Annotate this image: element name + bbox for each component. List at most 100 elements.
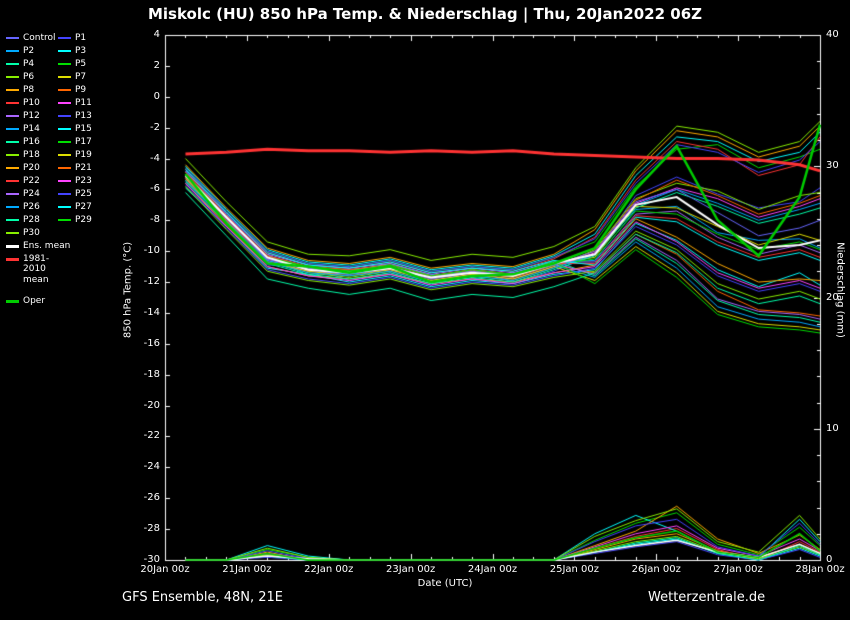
legend-item-p9: P9 bbox=[58, 85, 86, 95]
legend-label: P13 bbox=[75, 111, 92, 121]
legend-label: P26 bbox=[23, 202, 40, 212]
legend-line-swatch bbox=[58, 63, 71, 65]
legend-line-swatch bbox=[58, 115, 71, 117]
x-tick-label: 23Jan 00z bbox=[385, 564, 436, 575]
legend-item-oper: Oper bbox=[6, 296, 45, 306]
legend-line-swatch bbox=[6, 102, 19, 104]
legend-line-swatch bbox=[58, 206, 71, 208]
legend-item-p19: P19 bbox=[58, 150, 92, 160]
legend-item-p24: P24 bbox=[6, 189, 40, 199]
legend-label: P9 bbox=[75, 85, 87, 95]
legend-line-swatch bbox=[6, 180, 19, 182]
y-left-tick-label: -10 bbox=[143, 245, 160, 257]
legend-line-swatch bbox=[58, 37, 71, 39]
legend-item-p22: P22 bbox=[6, 176, 40, 186]
y-left-tick-label: -12 bbox=[143, 276, 160, 288]
page-title: Miskolc (HU) 850 hPa Temp. & Niederschla… bbox=[147, 5, 703, 23]
legend-item-p13: P13 bbox=[58, 111, 92, 121]
legend-label: P19 bbox=[75, 150, 92, 160]
y-right-tick-label: 20 bbox=[826, 291, 839, 303]
legend-item-p4: P4 bbox=[6, 59, 34, 69]
legend-line-swatch bbox=[58, 50, 71, 52]
x-tick-label: 21Jan 00z bbox=[222, 564, 272, 575]
x-tick-label: 25Jan 00z bbox=[549, 564, 600, 575]
legend-item-p7: P7 bbox=[58, 72, 86, 82]
y-left-tick-label: -24 bbox=[143, 461, 160, 473]
y-left-tick-label: -6 bbox=[150, 183, 160, 195]
y-left-tick-label: 4 bbox=[153, 29, 160, 40]
legend-item-p26: P26 bbox=[6, 202, 40, 212]
legend-line-swatch bbox=[6, 206, 19, 208]
y-left-tick-label: -22 bbox=[143, 430, 160, 442]
legend-item-p17: P17 bbox=[58, 137, 92, 147]
legend-item-p27: P27 bbox=[58, 202, 92, 212]
legend-item-p30: P30 bbox=[6, 228, 40, 238]
x-tick-label: 22Jan 00z bbox=[304, 564, 354, 575]
legend-label: P20 bbox=[23, 163, 40, 173]
legend-line-swatch bbox=[6, 154, 19, 156]
legend-line-swatch bbox=[6, 115, 19, 117]
legend-label: P3 bbox=[75, 46, 87, 56]
legend-label: P14 bbox=[23, 124, 40, 134]
legend-label: P1 bbox=[75, 33, 87, 43]
legend-label: P7 bbox=[75, 72, 87, 82]
legend-line-swatch bbox=[6, 219, 19, 221]
legend-label: 1981-2010 mean bbox=[23, 254, 50, 285]
legend-item-p3: P3 bbox=[58, 46, 86, 56]
legend-label: P17 bbox=[75, 137, 92, 147]
legend-label: P2 bbox=[23, 46, 35, 56]
x-tick-label: 26Jan 00z bbox=[631, 564, 681, 575]
footer-model-info: GFS Ensemble, 48N, 21E bbox=[122, 590, 284, 605]
x-tick-label: 27Jan 00z bbox=[713, 564, 763, 575]
footer-brand: Wetterzentrale.de bbox=[648, 590, 766, 605]
legend-item-p18: P18 bbox=[6, 150, 40, 160]
legend-line-swatch bbox=[58, 219, 71, 221]
legend-line-swatch bbox=[6, 258, 19, 261]
legend-item-p11: P11 bbox=[58, 98, 92, 108]
legend-line-swatch bbox=[58, 76, 71, 78]
y-left-tick-label: 2 bbox=[153, 59, 160, 71]
y-left-tick-label: -18 bbox=[143, 368, 160, 380]
legend-label: P30 bbox=[23, 228, 40, 238]
y-left-tick-label: -20 bbox=[143, 399, 160, 411]
legend-item-p5: P5 bbox=[58, 59, 86, 69]
legend-label: P23 bbox=[75, 176, 92, 186]
legend-item-p15: P15 bbox=[58, 124, 92, 134]
y-right-tick-label: 0 bbox=[826, 554, 833, 565]
legend-item-p20: P20 bbox=[6, 163, 40, 173]
legend-item-p16: P16 bbox=[6, 137, 40, 147]
legend-line-swatch bbox=[58, 128, 71, 130]
legend-line-swatch bbox=[6, 300, 19, 303]
legend-label: P22 bbox=[23, 176, 40, 186]
legend-line-swatch bbox=[6, 89, 19, 91]
legend-line-swatch bbox=[58, 180, 71, 182]
legend-label: P5 bbox=[75, 59, 87, 69]
legend-line-swatch bbox=[6, 141, 19, 143]
legend-label: P10 bbox=[23, 98, 40, 108]
legend-item-p6: P6 bbox=[6, 72, 34, 82]
x-tick-label: 28Jan 00z bbox=[795, 564, 845, 575]
legend-line-swatch bbox=[58, 154, 71, 156]
legend-label: P11 bbox=[75, 98, 92, 108]
legend-line-swatch bbox=[6, 50, 19, 52]
legend-label: P21 bbox=[75, 163, 92, 173]
y-left-tick-label: -26 bbox=[143, 492, 160, 504]
legend-line-swatch bbox=[58, 89, 71, 91]
legend-line-swatch bbox=[6, 232, 19, 234]
x-tick-label: 24Jan 00z bbox=[467, 564, 518, 575]
legend-item-control: Control bbox=[6, 33, 56, 43]
legend-item-p21: P21 bbox=[58, 163, 92, 173]
legend-line-swatch bbox=[6, 76, 19, 78]
y-left-tick-label: -8 bbox=[150, 214, 160, 226]
y-left-tick-label: -16 bbox=[143, 337, 160, 349]
y-axis-left-title: 850 hPa Temp. (°C) bbox=[122, 241, 134, 339]
legend-line-swatch bbox=[58, 193, 71, 195]
legend-item-p12: P12 bbox=[6, 111, 40, 121]
legend-label: P27 bbox=[75, 202, 92, 212]
legend-item-ens-mean: Ens. mean bbox=[6, 241, 70, 251]
legend-item-1981-2010-mean: 1981-2010 mean bbox=[6, 254, 71, 285]
legend-label: P6 bbox=[23, 72, 35, 82]
x-axis-title: Date (UTC) bbox=[417, 578, 473, 589]
